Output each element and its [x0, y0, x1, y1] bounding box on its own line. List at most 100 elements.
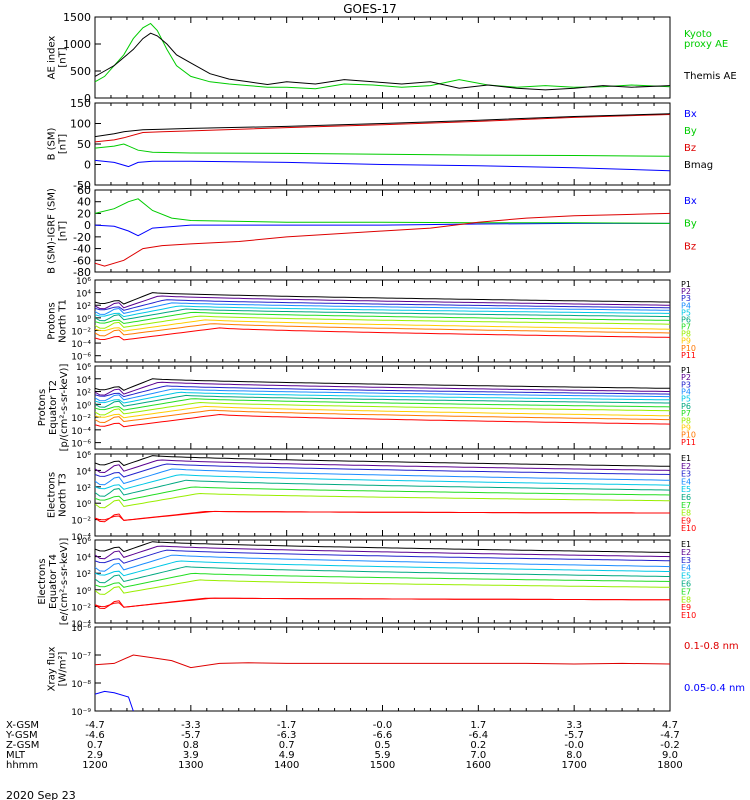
legend-e9: E9 [681, 516, 691, 525]
y-tick-label: 10⁶ [76, 277, 91, 287]
legend-p3: P3 [681, 294, 691, 303]
y-tick-label: 10⁶ [76, 451, 91, 461]
legend-p6: P6 [681, 315, 691, 324]
y-axis-label: Protons Equator T2 [p/(cm²-s-sr-keV)] [37, 364, 70, 452]
panel-7: 10⁻⁴ 10⁻² 10⁰ 10² 10⁴ 10⁶ Electrons Equator T4[… [37, 537, 696, 630]
legend-p9: P9 [681, 337, 691, 346]
series-group [95, 378, 670, 428]
ephemeris-value: 1500 [370, 760, 395, 771]
y-label-line: [e/(cm²-s-sr-keV)] [59, 538, 70, 626]
channel-line-p1 [95, 378, 670, 391]
panel-frame [94, 453, 671, 537]
y-label-line: Xray flux [47, 647, 58, 692]
y-tick-label: 10² [76, 484, 91, 494]
channel-line-p4 [95, 388, 670, 402]
legend-p11: P11 [681, 351, 696, 360]
legend-e9: E9 [681, 603, 691, 612]
y-tick-label: 10⁴ [76, 467, 91, 477]
legend-p4: P4 [681, 388, 691, 397]
series-group [95, 654, 670, 711]
ephemeris-value: -1.7 [277, 720, 297, 731]
ephemeris-value: -4.7 [85, 720, 105, 731]
y-tick-label: 10⁻² [71, 603, 91, 613]
y-tick-label: 1500 [63, 11, 91, 24]
ephemeris-value: 1.7 [470, 720, 486, 731]
y-tick-label: 10² [76, 302, 91, 312]
y-tick-label: -40 [73, 243, 91, 256]
legend-e7: E7 [681, 501, 691, 510]
legend-p8: P8 [681, 330, 691, 339]
y-tick-label: 10⁻⁶ [71, 440, 91, 450]
channel-line-e1 [95, 541, 670, 553]
legend-e2: E2 [681, 548, 691, 557]
legend-e8: E8 [681, 595, 691, 604]
y-axis-label: B (SM)-IGRF (SM) [nT] [47, 188, 69, 274]
y-tick-label: 40 [77, 196, 91, 209]
channel-line-e3 [95, 463, 670, 478]
series-group [95, 455, 670, 523]
ephemeris-value: -6.4 [469, 730, 489, 741]
series-legend: Bx By Bz Bmag [684, 109, 713, 171]
legend-p11: P11 [681, 438, 696, 447]
y-tick-label: 10⁻⁴ [71, 533, 91, 543]
ephemeris-value: 4.9 [279, 750, 295, 761]
y-tick-label: 10⁻² [71, 517, 91, 527]
channel-line-e6 [95, 566, 670, 584]
series-line-bz [95, 114, 670, 143]
ephemeris-value: -6.6 [373, 730, 393, 741]
ephemeris-value: 0.2 [470, 740, 486, 751]
y-tick-label: 150 [70, 97, 91, 110]
legend-item: Bz [684, 241, 696, 252]
channel-line-p11 [95, 327, 670, 341]
legend-e7: E7 [681, 587, 691, 596]
y-label-line: [nT] [58, 221, 69, 241]
ephemeris-value: -0.0 [373, 720, 393, 731]
channel-line-e8 [95, 579, 670, 595]
ephemeris-value: 9.0 [662, 750, 678, 761]
channel-line-p9 [95, 319, 670, 332]
channel-line-p9 [95, 405, 670, 419]
channel-line-p2 [95, 381, 670, 396]
channel-line-e4 [95, 554, 670, 572]
y-tick-label: 500 [70, 65, 91, 78]
y-tick-label: 50 [77, 138, 91, 151]
ephemeris-value: 2.9 [87, 750, 103, 761]
legend-e10: E10 [681, 611, 696, 620]
legend-p1: P1 [681, 366, 691, 375]
y-tick-label: 0 [84, 92, 91, 105]
legend-item: By [684, 126, 697, 137]
legend-p4: P4 [681, 301, 691, 310]
y-tick-label: -20 [73, 231, 91, 244]
y-tick-label: 10⁰ [76, 587, 91, 597]
y-label-line: B (SM) [47, 127, 58, 160]
channel-line-e6 [95, 479, 670, 497]
channel-line-p10 [95, 323, 670, 337]
channel-line-p10 [95, 409, 670, 424]
series-group [95, 541, 670, 610]
ephemeris-value: 7.0 [470, 750, 486, 761]
legend-e6: E6 [681, 493, 691, 502]
date-label: 2020 Sep 23 [6, 789, 76, 800]
series-line-by [95, 143, 670, 157]
legend-p8: P8 [681, 416, 691, 425]
series-group [95, 292, 670, 341]
y-tick-label: 1000 [63, 38, 91, 51]
y-axis: 10⁻⁴ 10⁻² 10⁰ 10² 10⁴ 10⁶ [71, 451, 101, 543]
ephemeris-value: -3.3 [181, 720, 201, 731]
y-label-line: North T1 [58, 299, 69, 343]
y-axis: 10⁻⁹ 10⁻⁸ 10⁻⁷ 10⁻⁶ [71, 624, 101, 718]
ephemeris-value: -4.7 [660, 730, 680, 741]
legend-p7: P7 [681, 323, 691, 332]
y-axis-label: Electrons North T3 [47, 472, 69, 518]
channel-line-p3 [95, 299, 670, 311]
ephemeris-value: 1700 [561, 760, 586, 771]
channel-line-p3 [95, 385, 670, 398]
legend-item: Bx [684, 196, 697, 207]
